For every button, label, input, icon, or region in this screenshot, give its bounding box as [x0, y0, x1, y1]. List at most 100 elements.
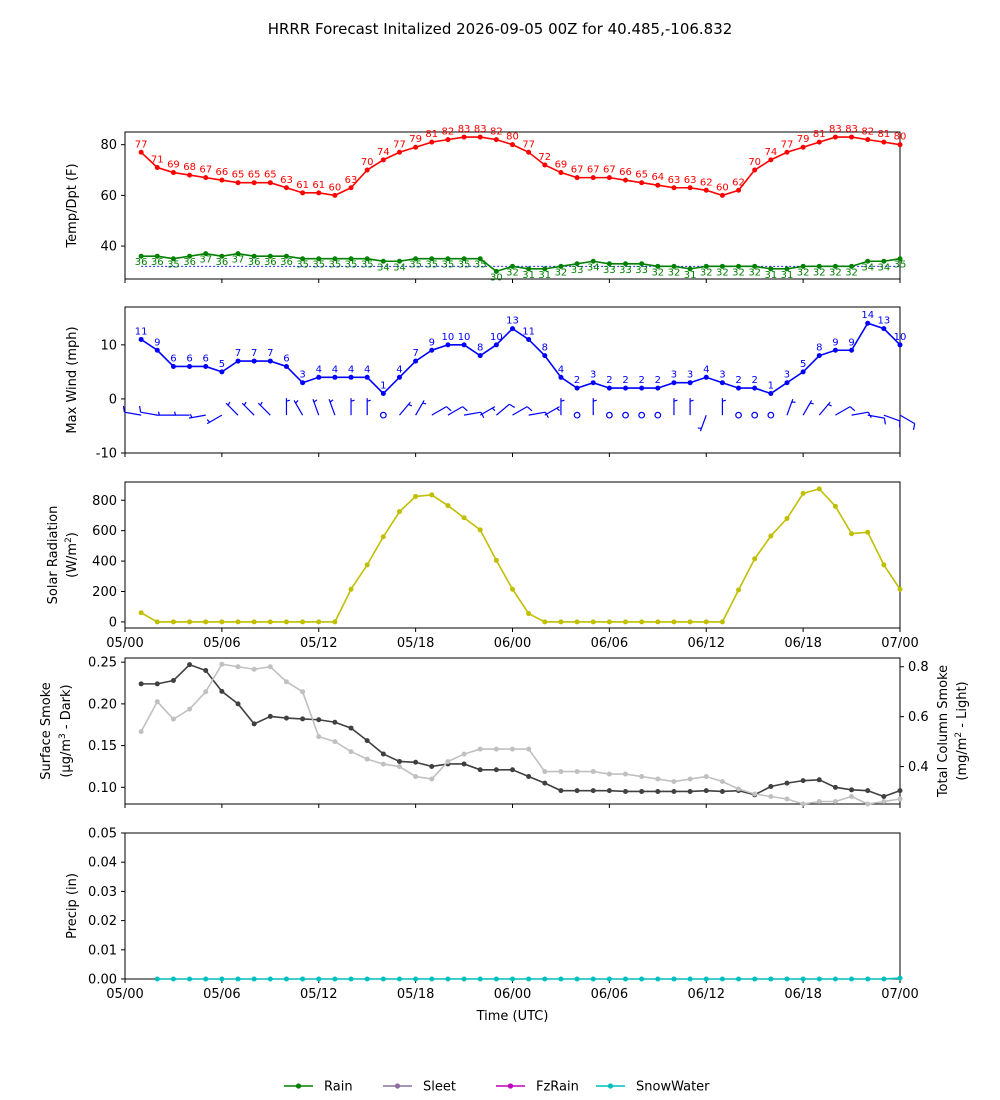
wind-barb-calm: [622, 411, 629, 419]
smoke_column-point: [187, 706, 193, 712]
wind-point: [784, 380, 790, 386]
dewpoint-data-label: 35: [312, 260, 325, 271]
solar-point: [477, 527, 483, 533]
smoke_column-point: [348, 749, 354, 755]
solar-point: [170, 619, 176, 625]
snow-point: [606, 976, 612, 982]
x-tick-label: 06/06: [591, 987, 628, 1002]
temp-data-label: 64: [651, 172, 664, 183]
wind-point: [719, 380, 725, 386]
dewpoint-point: [881, 258, 887, 264]
wind-point: [493, 342, 499, 348]
temp-data-label: 71: [151, 154, 164, 165]
smoke_surface-point: [590, 788, 596, 794]
wind-barb: [241, 401, 255, 416]
solar-point: [800, 490, 806, 496]
temp-point: [590, 175, 596, 181]
dewpoint-data-label: 35: [409, 260, 422, 271]
temp-data-label: 77: [393, 139, 406, 150]
snow-point: [251, 976, 257, 982]
snow-point: [671, 976, 677, 982]
wind-point: [606, 385, 612, 391]
legend-label: Rain: [324, 1080, 353, 1095]
solar-point: [623, 619, 629, 625]
temp-point: [429, 139, 435, 145]
smoke_column-point: [881, 799, 887, 805]
y-right-tick-label: 0.4: [908, 760, 929, 775]
smoke_column-point: [493, 746, 499, 752]
wind-point: [623, 385, 629, 391]
wind-point: [687, 380, 693, 386]
solar-point: [655, 619, 661, 625]
temp-point: [138, 149, 144, 155]
wind-barb: [447, 406, 468, 416]
snow-point: [510, 976, 515, 982]
temp-data-label: 69: [167, 160, 180, 171]
dewpoint-point: [623, 261, 629, 267]
y-tick-label: 0.25: [88, 656, 117, 671]
temp-point: [639, 180, 645, 186]
wind-data-label: 3: [687, 370, 693, 381]
wind-point: [849, 347, 855, 353]
dewpoint-point: [558, 263, 564, 269]
temp-point: [881, 139, 887, 145]
wind-data-label: 2: [622, 375, 628, 386]
solar-point: [251, 619, 257, 625]
wind-barb: [835, 406, 856, 416]
x-tick-label: 05/00: [106, 987, 143, 1002]
wind-data-label: 10: [490, 332, 503, 343]
wind-data-label: 3: [719, 370, 725, 381]
smoke_surface-point: [881, 793, 887, 799]
smoke_surface-point: [203, 668, 209, 674]
snow-point: [542, 976, 548, 982]
smoke_column-point: [380, 761, 386, 767]
wind-barb: [673, 398, 678, 416]
dewpoint-data-label: 32: [506, 267, 519, 278]
snow-point: [219, 976, 225, 982]
solar-point: [380, 534, 386, 540]
snow-point: [574, 976, 580, 982]
legend-item-snow: SnowWater: [596, 1080, 710, 1095]
wind-point: [461, 342, 467, 348]
temp-data-label: 61: [296, 180, 309, 191]
dewpoint-data-label: 36: [216, 257, 229, 268]
smoke_column-point: [897, 796, 903, 802]
dewpoint-data-label: 32: [651, 267, 664, 278]
wind-data-label: 5: [219, 359, 225, 370]
smoke_surface-point: [606, 788, 612, 794]
wind-data-label: 4: [558, 364, 564, 375]
wind-barb: [431, 406, 452, 416]
smoke_surface-point: [300, 716, 306, 722]
temp-point: [316, 190, 322, 196]
smoke_surface-point: [138, 681, 144, 687]
snow-point: [332, 976, 338, 982]
solar-point: [364, 562, 370, 568]
temp-point: [332, 192, 338, 198]
y-tick-label: 0.20: [88, 697, 117, 712]
snow-point: [832, 976, 838, 982]
snow-point: [187, 976, 193, 982]
solar-point: [816, 486, 822, 492]
dewpoint-point: [784, 266, 790, 272]
smoke_surface-point: [170, 678, 176, 684]
dewpoint-data-label: 36: [248, 257, 261, 268]
wind-data-label: 14: [861, 310, 874, 321]
wind-barb: [122, 405, 142, 416]
smoke_surface-point: [655, 788, 661, 794]
wind-point: [413, 358, 419, 364]
dewpoint-point: [768, 266, 774, 272]
y-tick-label: 60: [100, 189, 117, 204]
smoke_surface-point: [784, 780, 790, 786]
wind-point: [526, 336, 532, 342]
snow-point: [558, 976, 564, 982]
wind-point: [542, 353, 548, 359]
wind-data-label: 3: [784, 370, 790, 381]
wind-barb: [206, 414, 223, 425]
x-tick-label: 05/18: [397, 636, 434, 651]
snow-point: [316, 976, 322, 982]
y-axis-right-unit: (mg/m2 - Light): [954, 681, 970, 780]
temp-data-label: 66: [619, 167, 632, 178]
